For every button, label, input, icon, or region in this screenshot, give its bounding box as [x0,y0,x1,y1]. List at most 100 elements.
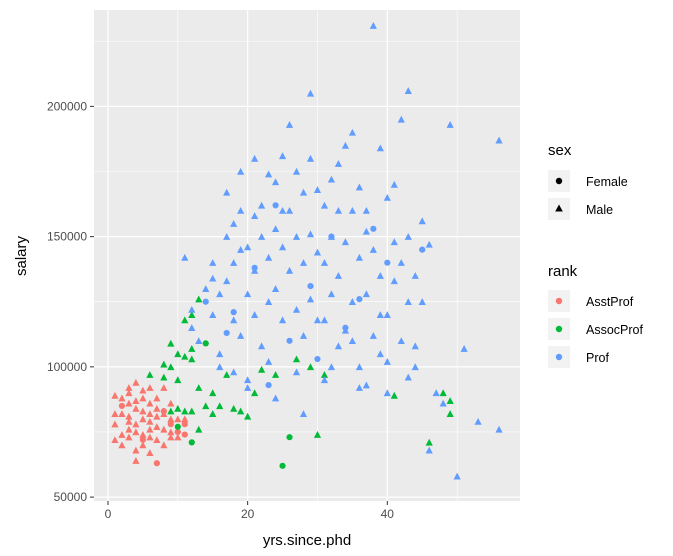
point-prof-male [411,363,419,371]
point-prof-male [181,253,189,261]
point-prof-male [230,259,238,266]
point-asstprof-female [174,428,181,436]
point-assocprof-male [167,339,175,347]
point-prof-female [342,324,349,331]
y-tick-label: 100000 [47,360,87,374]
point-assocprof-female [174,423,181,430]
point-prof-female [419,246,426,253]
point-asstprof-male [139,441,147,449]
point-asstprof-male [160,441,168,449]
legend-rank: rank AsstProf AssocProf Prof [548,263,643,368]
point-assocprof-male [209,410,217,417]
point-prof-male [397,115,405,123]
point-prof-male [355,253,363,261]
point-assocprof-male [209,389,217,397]
point-prof-female [265,381,272,389]
point-prof-male [299,259,308,266]
point-prof-male [230,219,238,227]
point-prof-male [306,154,315,162]
y-tick-label: 200000 [47,99,87,113]
point-asstprof-male [160,384,168,391]
legend-rank-swatch-assocprof [555,325,563,333]
point-asstprof-male [139,386,147,394]
point-prof-male [348,128,356,136]
point-assocprof-male [258,365,266,373]
point-prof-male [244,384,252,391]
point-assocprof-male [174,350,182,358]
axes: 0 20 40 50000 100000 150000 200000 [47,99,394,521]
point-prof-male [271,285,280,292]
point-asstprof-male [125,417,133,425]
point-prof-male [369,246,377,253]
point-prof-male [355,363,363,371]
point-assocprof-male [160,360,168,368]
point-asstprof-male [139,407,147,415]
point-prof-male [348,298,356,305]
point-prof-female [314,355,321,363]
point-prof-male [209,259,217,266]
point-assocprof-male [306,363,315,371]
point-prof-male [292,233,301,240]
point-asstprof-male [118,430,126,438]
point-asstprof-male [118,410,126,417]
point-asstprof-male [139,415,147,423]
point-assocprof-male [237,407,245,415]
point-prof-male [362,206,370,214]
point-assocprof-male [223,371,231,378]
point-assocprof-male [230,404,238,412]
point-prof-male [285,266,294,274]
x-tick-label: 40 [381,507,395,521]
point-assocprof-male [181,352,189,360]
point-asstprof-male [111,420,119,428]
point-prof-male [313,316,322,324]
x-axis-title: yrs.since.phd [263,532,351,549]
point-asstprof-male [153,423,161,431]
point-prof-male [320,316,329,324]
point-asstprof-male [111,436,119,444]
point-prof-male [216,290,224,298]
point-prof-male [362,227,370,235]
point-prof-male [258,201,266,209]
point-prof-female [307,283,314,290]
point-prof-male [264,358,273,365]
point-prof-male [271,178,280,186]
point-prof-male [383,358,391,365]
point-prof-male [237,206,245,214]
point-prof-male [383,311,391,318]
legend-label-prof: Prof [586,351,609,365]
point-prof-male [271,225,280,233]
point-prof-female [328,233,335,240]
point-prof-male [397,337,405,345]
point-prof-male [237,167,245,175]
legend-sex-circle-icon [555,177,563,185]
point-assocprof-male [202,402,210,410]
point-prof-male [278,243,287,251]
point-asstprof-male [132,404,140,412]
point-prof-male [411,342,419,350]
point-prof-male [439,399,447,407]
point-asstprof-male [167,415,175,423]
point-prof-male [278,316,287,324]
point-asstprof-male [111,391,119,399]
point-prof-male [299,331,308,339]
point-asstprof-male [139,430,147,438]
point-prof-male [376,144,384,152]
point-prof-male [334,272,343,279]
legend-sex-triangle-icon [555,204,563,212]
point-prof-male [299,410,308,417]
point-prof-male [390,180,398,188]
point-prof-male [320,259,329,266]
point-prof-male [320,376,329,384]
point-asstprof-female [153,460,160,467]
point-asstprof-male [118,441,126,449]
point-asstprof-male [132,428,140,436]
point-prof-male [306,295,315,303]
point-prof-male [209,311,217,318]
point-prof-male [362,290,370,298]
point-assocprof-female [286,434,293,441]
point-prof-male [383,389,391,397]
point-assocprof-male [188,355,196,363]
point-asstprof-male [167,433,175,441]
point-prof-male [446,121,454,128]
point-prof-male [460,345,468,352]
